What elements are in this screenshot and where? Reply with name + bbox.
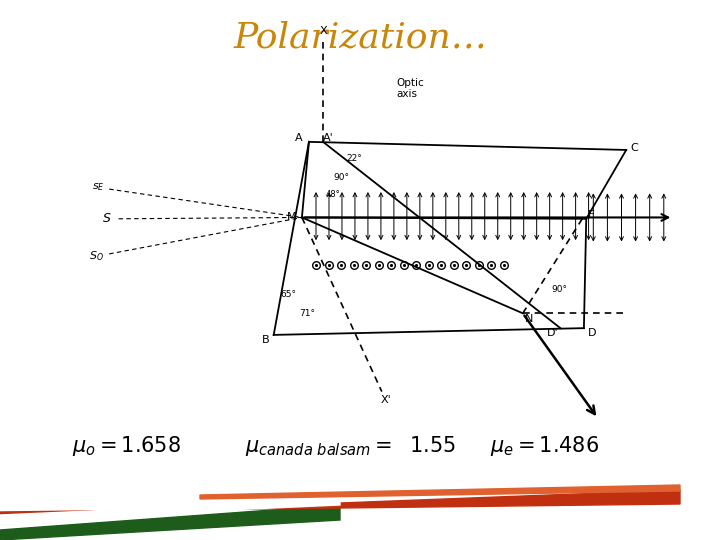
Text: D': D' (546, 328, 558, 338)
Polygon shape (0, 505, 340, 540)
Text: 65°: 65° (281, 290, 297, 299)
Text: D: D (588, 328, 596, 338)
Text: $\mu_o = 1.658$: $\mu_o = 1.658$ (72, 434, 181, 457)
Text: $\mu_{canada\ balsam} =\ \ 1.55$: $\mu_{canada\ balsam} =\ \ 1.55$ (245, 434, 456, 457)
Text: B: B (262, 335, 269, 345)
Text: X: X (319, 25, 327, 36)
Text: 48°: 48° (325, 190, 340, 199)
Polygon shape (200, 485, 680, 499)
Text: N: N (525, 314, 533, 325)
Polygon shape (0, 490, 680, 516)
Text: S: S (103, 212, 111, 225)
Text: 90°: 90° (334, 173, 350, 181)
Text: E: E (588, 210, 595, 220)
Text: $s_E$: $s_E$ (91, 181, 104, 193)
Text: $S_O$: $S_O$ (89, 249, 104, 263)
Text: C: C (630, 143, 638, 153)
Text: 71°: 71° (300, 309, 315, 318)
Text: 90°: 90° (551, 285, 567, 294)
Text: M: M (287, 212, 297, 222)
Text: Optic
axis: Optic axis (396, 78, 423, 99)
Text: A': A' (323, 133, 333, 143)
Text: A: A (295, 133, 303, 143)
Text: $\mu_e = 1.486$: $\mu_e = 1.486$ (490, 434, 599, 457)
Polygon shape (0, 500, 340, 520)
Text: 22°: 22° (346, 154, 362, 163)
Text: X': X' (380, 395, 391, 404)
Text: Polarization…: Polarization… (233, 21, 487, 55)
